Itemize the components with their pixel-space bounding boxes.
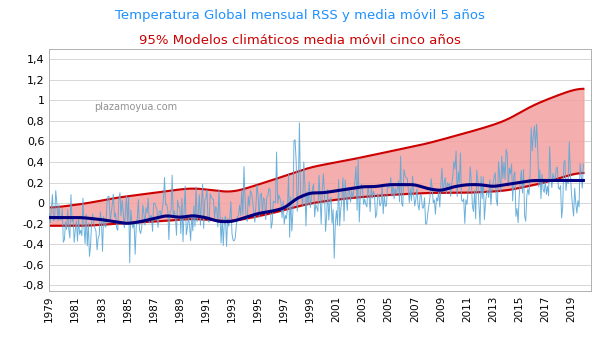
Text: 95% Modelos climáticos media móvil cinco años: 95% Modelos climáticos media móvil cinco… <box>139 34 461 47</box>
Text: Temperatura Global mensual RSS y media móvil 5 años: Temperatura Global mensual RSS y media m… <box>115 9 485 22</box>
Text: plazamoyua.com: plazamoyua.com <box>94 102 178 112</box>
